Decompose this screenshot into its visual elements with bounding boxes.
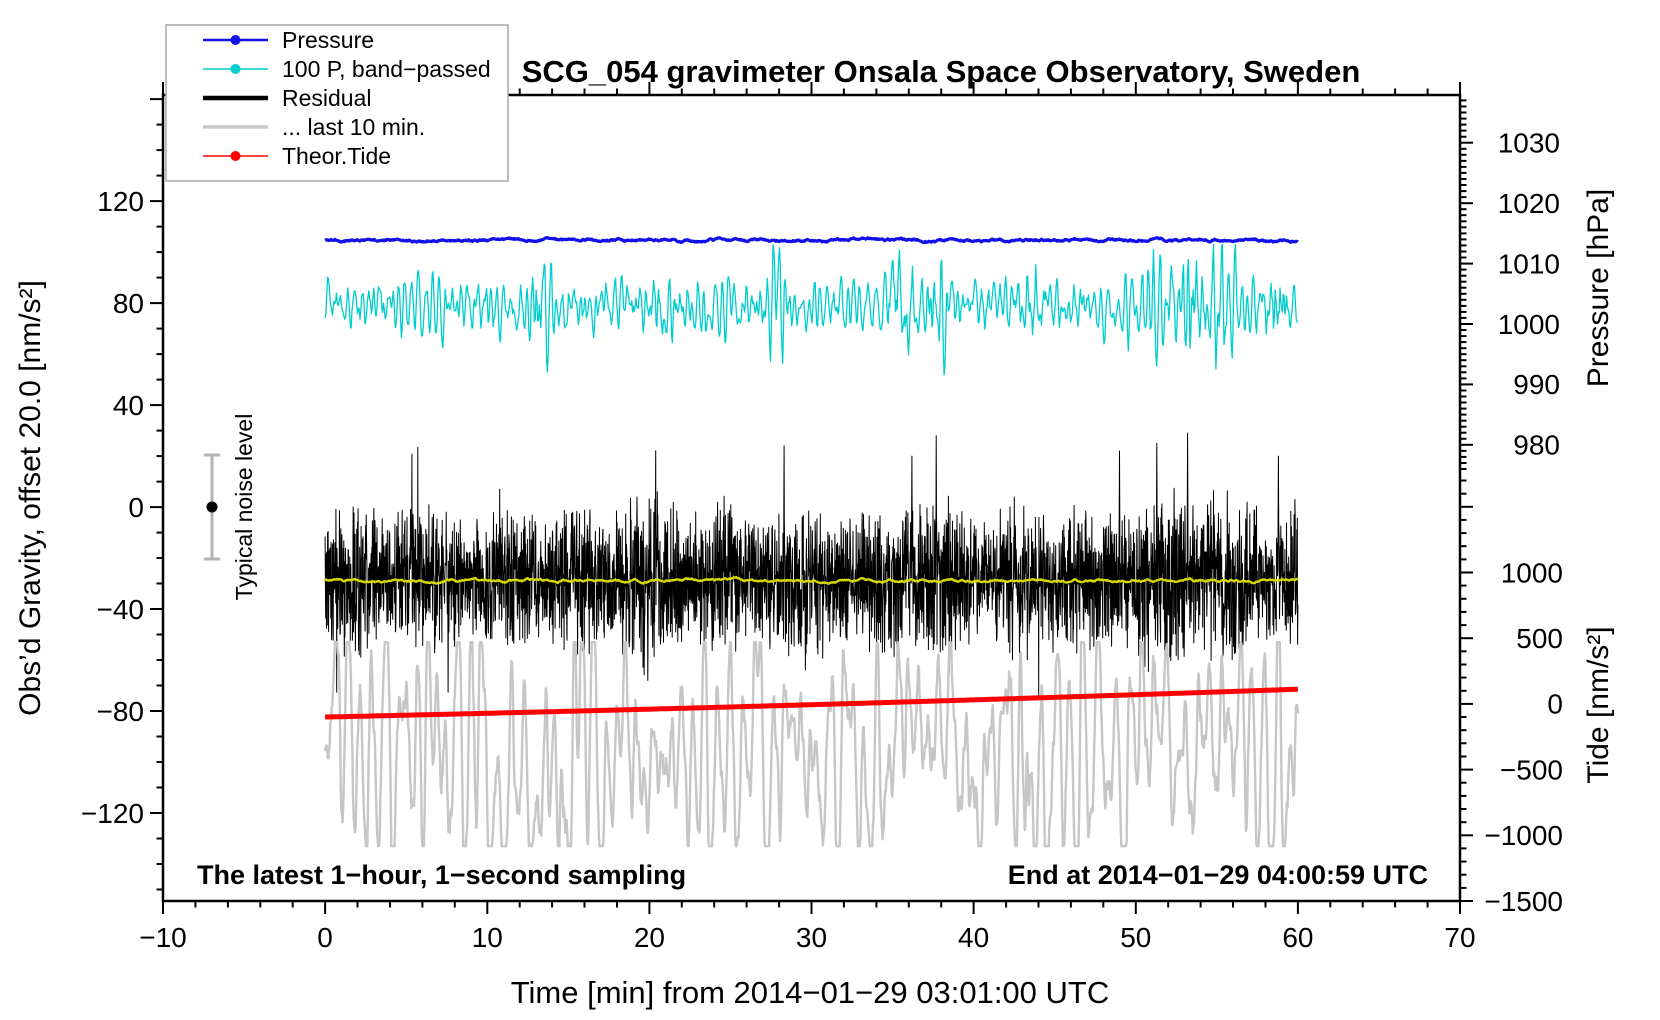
tide-axis-tick-label: 1000 [1501, 557, 1563, 588]
legend-label-theor-tide: Theor.Tide [282, 143, 391, 169]
legend-item-residual: Residual [203, 85, 372, 111]
noise-level-label: Typical noise level [231, 414, 257, 601]
trace-residual-smoothed [324, 576, 1298, 585]
tide-axis-tick-label: −500 [1500, 754, 1563, 785]
trace-pressure [324, 236, 1299, 244]
legend: Pressure 100 P, band−passed Residual ... la… [165, 24, 509, 182]
gravity-axis-tick-label: 80 [113, 288, 144, 319]
x-axis-tick-label: 20 [634, 922, 665, 953]
x-axis-tick-label: 10 [472, 922, 503, 953]
x-axis-tick-label: 30 [796, 922, 827, 953]
legend-label-residual: Residual [282, 85, 372, 111]
gravity-axis-tick-labels: −120 −80 −40 0 40 80 120 [81, 186, 144, 829]
x-axis-tick-label: −10 [139, 922, 187, 953]
legend-label-last-10-min: ... last 10 min. [282, 114, 425, 140]
pressure-axis-tick-label: 1000 [1498, 309, 1560, 340]
trace-residual [324, 432, 1299, 697]
pressure-axis-tick-label: 990 [1513, 369, 1560, 400]
gravity-axis-tick-label: 0 [128, 492, 144, 523]
plot-dynamic-content: −120−80−40040801209809901000101010201030… [81, 24, 1563, 953]
pressure-axis-tick-labels: 980 990 1000 1010 1020 1030 [1498, 128, 1560, 461]
sampling-annotation: The latest 1−hour, 1−second sampling [197, 860, 686, 890]
legend-item-theor-tide: Theor.Tide [203, 143, 391, 169]
pressure-axis-ticks [1460, 99, 1473, 470]
gravity-axis-tick-label: 40 [113, 390, 144, 421]
chart-title: SCG_054 gravimeter Onsala Space Observat… [522, 54, 1361, 89]
legend-item-pressure: Pressure [203, 27, 374, 53]
pressure-axis-tick-label: 1030 [1498, 128, 1560, 159]
legend-label-pressure: Pressure [282, 27, 374, 53]
legend-marker-100-p-band-passed [230, 64, 241, 74]
trace-100-p-band-passed [324, 243, 1299, 376]
gravity-axis-ticks [150, 98, 163, 891]
tide-axis-tick-label: −1500 [1484, 886, 1563, 917]
x-axis-tick-label: 0 [317, 922, 333, 953]
legend-marker-theor-tide [230, 151, 241, 161]
tide-axis-tick-label: 500 [1516, 623, 1563, 654]
tide-axis-label: Tide [nm/s²] [1582, 626, 1615, 783]
legend-marker-pressure [230, 35, 241, 45]
x-axis-tick-label: 70 [1444, 922, 1475, 953]
gravity-axis-tick-label: −120 [81, 798, 144, 829]
trace-last-10-min [323, 641, 1300, 848]
legend-item-last-10-min: ... last 10 min. [203, 114, 425, 140]
pressure-axis-tick-label: 980 [1513, 430, 1560, 461]
x-axis-tick-label: 60 [1282, 922, 1313, 953]
traces [323, 236, 1300, 848]
tide-axis-tick-label: 0 [1547, 689, 1563, 720]
legend-box [165, 24, 509, 182]
tide-axis-tick-label: −1000 [1484, 820, 1563, 851]
x-axis-label: Time [min] from 2014−01−29 03:01:00 UTC [511, 975, 1110, 1010]
tide-axis-ticks [1460, 479, 1473, 902]
noise-level-dot [206, 501, 218, 513]
pressure-axis-tick-label: 1020 [1498, 188, 1560, 219]
pressure-axis-label: Pressure [hPa] [1582, 189, 1615, 387]
legend-label-100-p-band-passed: 100 P, band−passed [282, 56, 491, 82]
noise-level-indicator [204, 453, 220, 561]
x-axis-tick-label: 50 [1120, 922, 1151, 953]
x-axis-tick-label: 40 [958, 922, 989, 953]
tide-axis-tick-labels: −1500 −1000 −500 0 500 1000 [1484, 557, 1563, 917]
gravity-axis-tick-label: −40 [97, 594, 145, 625]
pressure-axis-tick-label: 1010 [1498, 248, 1560, 279]
legend-item-100-p-band-passed: 100 P, band−passed [203, 56, 491, 82]
gravity-axis-tick-label: −80 [97, 696, 145, 727]
end-time-annotation: End at 2014−01−29 04:00:59 UTC [1008, 860, 1428, 890]
trace-theor-tide [325, 686, 1298, 720]
x-axis-tick-labels: −10 0 10 20 30 40 50 60 70 [139, 922, 1475, 953]
gravity-axis-tick-label: 120 [97, 186, 144, 217]
gravity-axis-label: Obs’d Gravity, offset 20.0 [nm/s²] [14, 280, 47, 716]
